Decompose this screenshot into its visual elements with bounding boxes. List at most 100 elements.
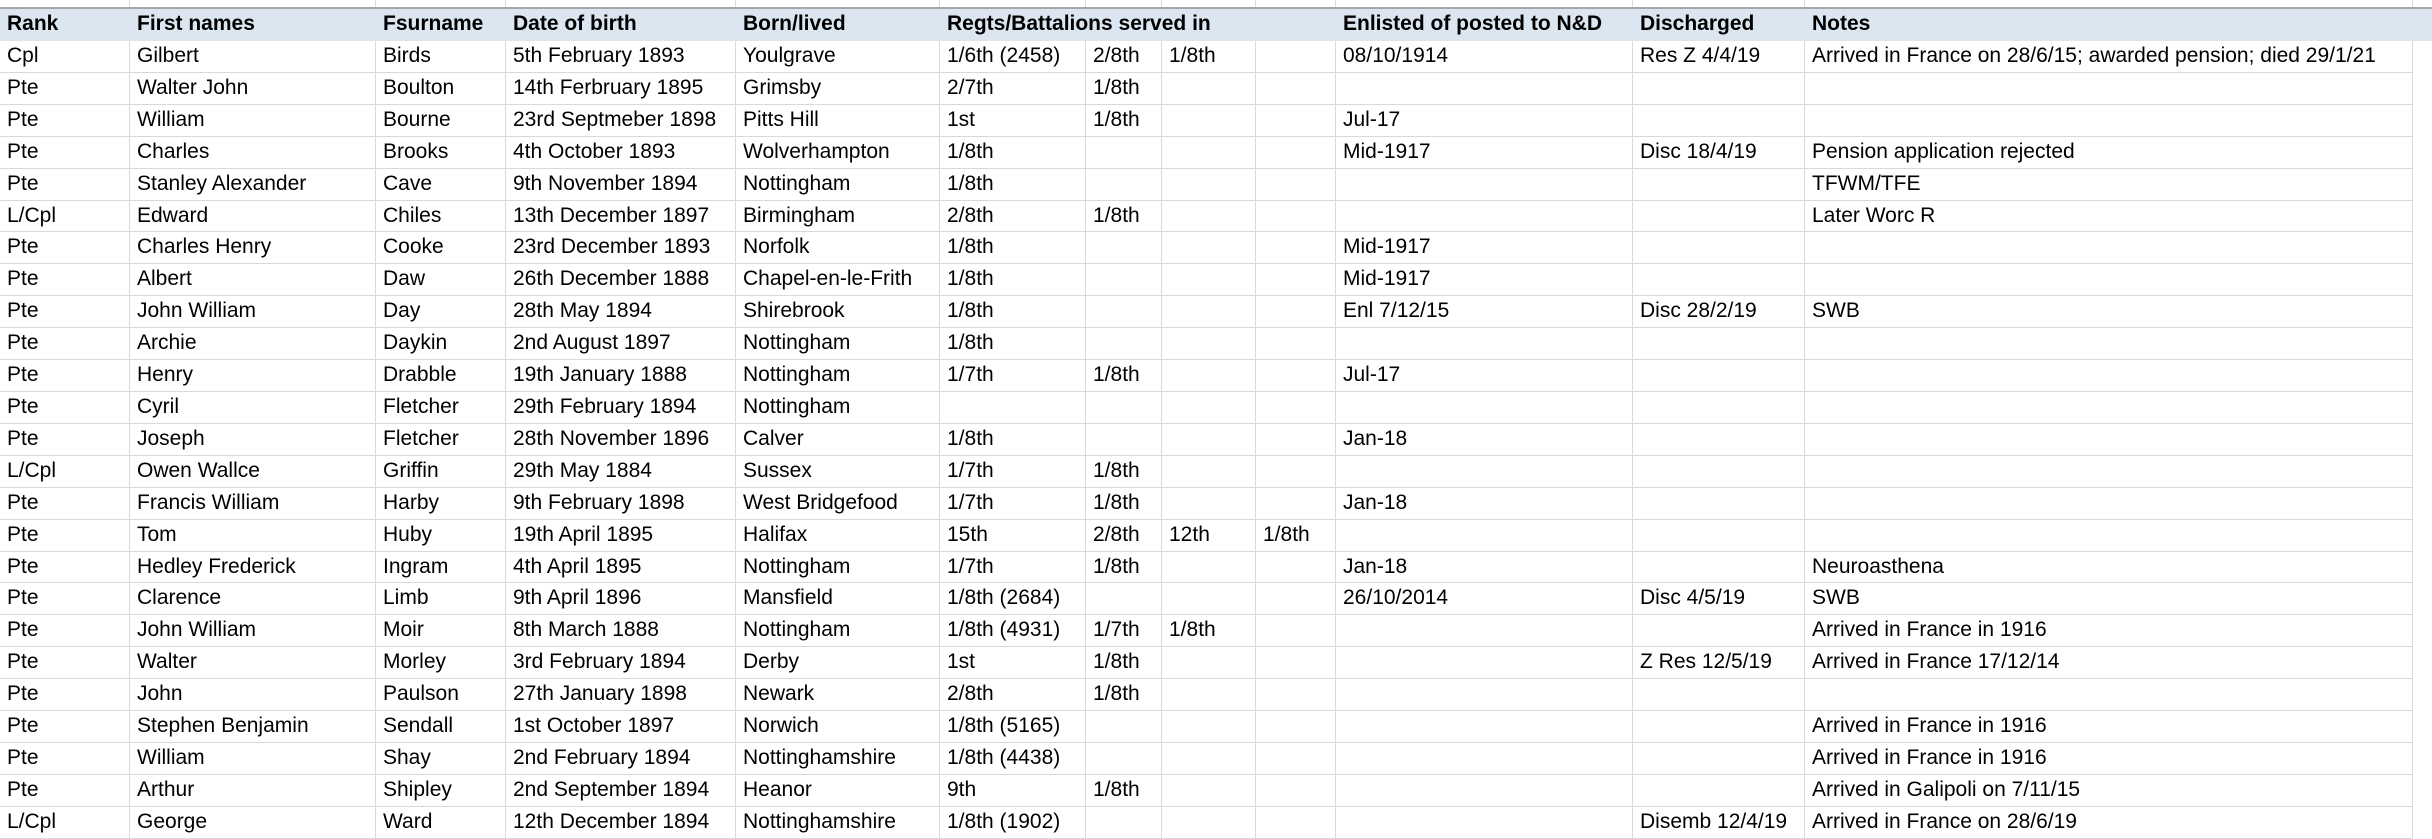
cell-dob[interactable]: 26th December 1888	[506, 264, 736, 297]
cell-regt-2[interactable]	[1086, 711, 1162, 743]
cell-notes[interactable]	[1805, 519, 2413, 552]
cell-first-names[interactable]: Henry	[130, 360, 376, 392]
cell-dob[interactable]: 2nd February 1894	[506, 742, 736, 775]
cell-surname[interactable]: Limb	[376, 583, 506, 616]
cell-enlisted[interactable]: Mid-1917	[1336, 232, 1633, 265]
cell-dob[interactable]: 5th February 1893	[506, 41, 736, 73]
cell-born-lived[interactable]: Nottingham	[736, 551, 940, 584]
cell-born-lived[interactable]: Birmingham	[736, 200, 940, 233]
cell-regt-2[interactable]: 1/8th	[1086, 104, 1162, 137]
cell-surname[interactable]: Daw	[376, 264, 506, 297]
cell-notes[interactable]	[1805, 104, 2413, 137]
cell-born-lived[interactable]: Sussex	[736, 455, 940, 488]
cell-surname[interactable]: Morley	[376, 647, 506, 680]
cell-regt-3[interactable]: 12th	[1162, 519, 1256, 552]
cell-enlisted[interactable]	[1336, 615, 1633, 648]
cell-born-lived[interactable]: Calver	[736, 423, 940, 456]
cell-regt-3[interactable]	[1162, 360, 1256, 392]
cell-notes[interactable]: Arrived in France on 28/6/19	[1805, 806, 2413, 839]
cell-dob[interactable]: 1st October 1897	[506, 711, 736, 743]
cell-discharged[interactable]	[1633, 391, 1805, 424]
cell-regt-4[interactable]	[1256, 455, 1336, 488]
cell-regt-1[interactable]: 1/8th (5165)	[940, 711, 1086, 743]
cell-rank[interactable]: Pte	[0, 711, 130, 743]
cell-regt-4[interactable]	[1256, 487, 1336, 520]
cell-enlisted[interactable]	[1336, 200, 1633, 233]
header-fsurname[interactable]: Fsurname	[383, 12, 484, 35]
cell-regt-3[interactable]	[1162, 168, 1256, 201]
cell-regt-2[interactable]	[1086, 583, 1162, 616]
cell-regt-1[interactable]: 2/8th	[940, 679, 1086, 712]
cell-first-names[interactable]: Walter	[130, 647, 376, 680]
cell-born-lived[interactable]: Nottingham	[736, 360, 940, 392]
cell-discharged[interactable]	[1633, 551, 1805, 584]
cell-dob[interactable]: 2nd August 1897	[506, 328, 736, 361]
cell-regt-1[interactable]: 1/8th (1902)	[940, 806, 1086, 839]
cell-born-lived[interactable]: Derby	[736, 647, 940, 680]
cell-born-lived[interactable]: Nottingham	[736, 391, 940, 424]
cell-enlisted[interactable]	[1336, 391, 1633, 424]
cell-discharged[interactable]: Disemb 12/4/19	[1633, 806, 1805, 839]
cell-discharged[interactable]: Disc 18/4/19	[1633, 136, 1805, 169]
cell-notes[interactable]: Arrived in France in 1916	[1805, 711, 2413, 743]
cell-born-lived[interactable]: Nottingham	[736, 615, 940, 648]
cell-dob[interactable]: 9th April 1896	[506, 583, 736, 616]
cell-surname[interactable]: Sendall	[376, 711, 506, 743]
cell-first-names[interactable]: Hedley Frederick	[130, 551, 376, 584]
cell-regt-3[interactable]	[1162, 647, 1256, 680]
cell-notes[interactable]: Arrived in France in 1916	[1805, 742, 2413, 775]
cell-dob[interactable]: 28th November 1896	[506, 423, 736, 456]
cell-first-names[interactable]: Albert	[130, 264, 376, 297]
cell-dob[interactable]: 19th April 1895	[506, 519, 736, 552]
cell-surname[interactable]: Fletcher	[376, 423, 506, 456]
cell-rank[interactable]: Pte	[0, 328, 130, 361]
cell-rank[interactable]: Pte	[0, 742, 130, 775]
cell-born-lived[interactable]: Norwich	[736, 711, 940, 743]
cell-enlisted[interactable]	[1336, 711, 1633, 743]
cell-born-lived[interactable]: Pitts Hill	[736, 104, 940, 137]
cell-surname[interactable]: Ward	[376, 806, 506, 839]
header-notes[interactable]: Notes	[1812, 12, 1871, 35]
cell-dob[interactable]: 28th May 1894	[506, 296, 736, 329]
cell-regt-2[interactable]	[1086, 806, 1162, 839]
partial-cell[interactable]	[130, 0, 376, 7]
cell-regt-2[interactable]: 1/8th	[1086, 551, 1162, 584]
cell-regt-4[interactable]	[1256, 679, 1336, 712]
cell-regt-1[interactable]: 1st	[940, 647, 1086, 680]
cell-enlisted[interactable]: Jan-18	[1336, 423, 1633, 456]
cell-surname[interactable]: Daykin	[376, 328, 506, 361]
cell-first-names[interactable]: Arthur	[130, 774, 376, 807]
cell-first-names[interactable]: John	[130, 679, 376, 712]
cell-enlisted[interactable]: 26/10/2014	[1336, 583, 1633, 616]
cell-discharged[interactable]	[1633, 232, 1805, 265]
cell-first-names[interactable]: William	[130, 742, 376, 775]
cell-enlisted[interactable]: Enl 7/12/15	[1336, 296, 1633, 329]
cell-regt-3[interactable]	[1162, 551, 1256, 584]
partial-cell[interactable]	[1256, 0, 1336, 7]
cell-enlisted[interactable]: Mid-1917	[1336, 264, 1633, 297]
cell-regt-1[interactable]: 1/6th (2458)	[940, 41, 1086, 73]
cell-enlisted[interactable]	[1336, 679, 1633, 712]
cell-regt-3[interactable]	[1162, 232, 1256, 265]
cell-enlisted[interactable]	[1336, 742, 1633, 775]
cell-dob[interactable]: 29th May 1884	[506, 455, 736, 488]
cell-enlisted[interactable]: Mid-1917	[1336, 136, 1633, 169]
cell-regt-1[interactable]: 9th	[940, 774, 1086, 807]
cell-regt-4[interactable]	[1256, 423, 1336, 456]
cell-rank[interactable]: Pte	[0, 487, 130, 520]
cell-discharged[interactable]	[1633, 423, 1805, 456]
cell-regt-2[interactable]: 1/8th	[1086, 360, 1162, 392]
cell-regt-1[interactable]: 1/8th	[940, 423, 1086, 456]
cell-dob[interactable]: 19th January 1888	[506, 360, 736, 392]
cell-regt-2[interactable]: 2/8th	[1086, 41, 1162, 73]
cell-surname[interactable]: Shay	[376, 742, 506, 775]
cell-regt-4[interactable]	[1256, 72, 1336, 105]
header-date-of-birth[interactable]: Date of birth	[513, 12, 637, 35]
cell-rank[interactable]: L/Cpl	[0, 200, 130, 233]
cell-notes[interactable]: Arrived in France on 28/6/15; awarded pe…	[1805, 41, 2413, 73]
cell-dob[interactable]: 13th December 1897	[506, 200, 736, 233]
cell-dob[interactable]: 4th October 1893	[506, 136, 736, 169]
cell-notes[interactable]: TFWM/TFE	[1805, 168, 2413, 201]
cell-enlisted[interactable]: Jan-18	[1336, 487, 1633, 520]
cell-discharged[interactable]: Disc 4/5/19	[1633, 583, 1805, 616]
